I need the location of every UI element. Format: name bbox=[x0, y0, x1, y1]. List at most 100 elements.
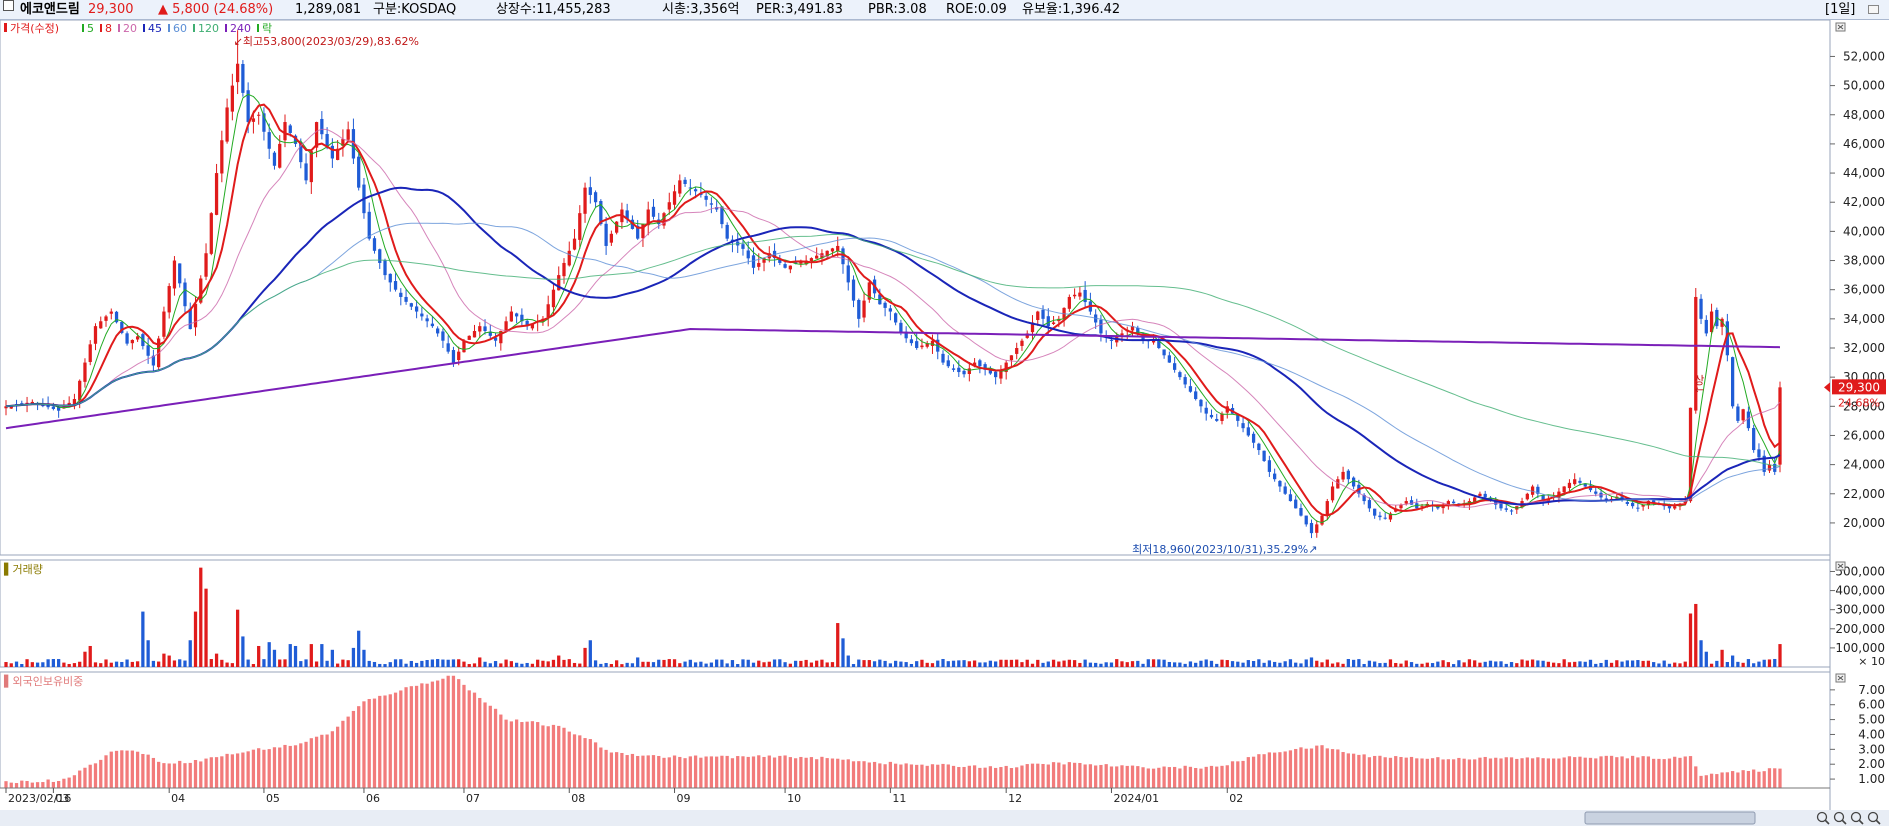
foreign-bar bbox=[67, 777, 71, 788]
magnifier-handle bbox=[1858, 819, 1864, 825]
zoom-in-icon[interactable] bbox=[1850, 811, 1864, 825]
volume-bar bbox=[1467, 659, 1472, 667]
foreign-bar bbox=[1251, 756, 1256, 788]
zoom-fit-icon[interactable] bbox=[1867, 811, 1881, 825]
foreign-bar bbox=[341, 720, 345, 788]
volume-bar bbox=[41, 662, 45, 667]
candle-body bbox=[715, 207, 719, 210]
legend-swatch bbox=[193, 24, 195, 32]
candle-body bbox=[209, 213, 213, 254]
volume-bar bbox=[925, 662, 929, 667]
period-selector[interactable]: [1일] bbox=[1825, 2, 1856, 17]
volume-bar bbox=[1041, 662, 1045, 667]
foreign-bar bbox=[820, 756, 824, 788]
foreign-bar bbox=[1446, 759, 1450, 788]
volume-bar bbox=[1709, 663, 1714, 667]
volume-bar bbox=[320, 644, 324, 667]
volume-tick-label: 200,000 bbox=[1835, 622, 1885, 636]
foreign-bar bbox=[1194, 767, 1198, 788]
candle-body bbox=[520, 314, 524, 322]
volume-bar bbox=[1715, 660, 1719, 667]
magnifier-handle bbox=[1875, 819, 1881, 825]
candle-body bbox=[4, 406, 8, 409]
window-control[interactable] bbox=[1868, 5, 1879, 14]
foreign-bar bbox=[951, 765, 956, 788]
volume-bar bbox=[341, 659, 345, 667]
volume-bar bbox=[246, 659, 250, 667]
volume-bar bbox=[409, 660, 413, 667]
volume-bar bbox=[1746, 659, 1751, 667]
candle-body bbox=[951, 368, 956, 370]
volume-bar bbox=[741, 659, 745, 667]
volume-bar bbox=[820, 659, 824, 667]
foreign-bar bbox=[1162, 766, 1166, 788]
listed-shares: 상장수:11,455,283 bbox=[496, 2, 611, 17]
volume-bar bbox=[662, 659, 666, 667]
candle-body bbox=[1236, 414, 1240, 421]
foreign-bar bbox=[525, 721, 529, 788]
foreign-bar bbox=[1594, 758, 1598, 788]
volume-bar bbox=[125, 659, 129, 667]
candle-body bbox=[625, 210, 629, 220]
foreign-bar bbox=[1104, 764, 1108, 788]
candle-body bbox=[857, 299, 861, 319]
candle-body bbox=[1199, 399, 1203, 407]
candle-body bbox=[1325, 501, 1329, 516]
candle-body bbox=[583, 187, 587, 214]
foreign-bar bbox=[804, 757, 808, 788]
candle-body bbox=[1583, 483, 1587, 487]
candle-body bbox=[1099, 319, 1103, 334]
foreign-bar bbox=[1125, 765, 1129, 788]
candle-body bbox=[278, 143, 282, 168]
zoom-out-icon[interactable] bbox=[1816, 811, 1830, 825]
foreign-bar bbox=[462, 684, 466, 788]
volume-bar bbox=[983, 662, 987, 667]
volume-bar bbox=[214, 653, 219, 667]
foreign-bar bbox=[762, 756, 766, 788]
foreign-bar bbox=[609, 752, 614, 788]
foreign-bar bbox=[1057, 762, 1061, 788]
volume-bar bbox=[1120, 661, 1124, 667]
candle-body bbox=[1688, 407, 1693, 502]
volume-bar bbox=[1720, 649, 1724, 667]
foreign-bar bbox=[1383, 757, 1387, 788]
candle-body bbox=[330, 145, 335, 159]
candle-body bbox=[962, 370, 966, 375]
zoom-reset-icon[interactable] bbox=[1833, 811, 1847, 825]
candle-body bbox=[1209, 414, 1214, 418]
current-price-box bbox=[1832, 379, 1886, 395]
foreign-bar bbox=[314, 736, 319, 788]
foreign-bar bbox=[1294, 748, 1298, 788]
candle-body bbox=[472, 330, 477, 338]
candle-body bbox=[1367, 500, 1372, 509]
candle-body bbox=[341, 139, 345, 146]
candle-body bbox=[1767, 464, 1772, 471]
foreign-bar bbox=[583, 738, 587, 788]
scrollbar-thumb[interactable] bbox=[1584, 811, 1756, 825]
candle-body bbox=[1309, 522, 1314, 534]
foreign-bar bbox=[1430, 758, 1435, 788]
volume-bar bbox=[651, 662, 656, 667]
toggle-checkbox[interactable] bbox=[3, 0, 14, 11]
volume-bar bbox=[1057, 661, 1061, 667]
candle-body bbox=[1446, 501, 1450, 505]
foreign-bar bbox=[988, 766, 993, 788]
volume-bar bbox=[114, 661, 119, 667]
legend-label: 가격(수정) bbox=[10, 22, 59, 35]
volume-bar bbox=[62, 662, 66, 667]
candle-body bbox=[388, 273, 392, 283]
candle-body bbox=[793, 262, 798, 264]
foreign-bar bbox=[457, 679, 461, 788]
x-tick-label: 12 bbox=[1008, 792, 1022, 805]
volume-bar bbox=[872, 661, 877, 667]
magnifier-ring bbox=[1867, 811, 1879, 823]
candle-body bbox=[167, 286, 171, 313]
candle-body bbox=[178, 263, 182, 284]
foreign-bar bbox=[751, 756, 756, 788]
foreign-bar bbox=[209, 757, 213, 788]
candle-body bbox=[1030, 322, 1035, 333]
volume-bar bbox=[9, 663, 13, 667]
candle-body bbox=[1036, 311, 1040, 321]
foreign-bar bbox=[199, 761, 203, 788]
volume-bar bbox=[288, 644, 292, 667]
